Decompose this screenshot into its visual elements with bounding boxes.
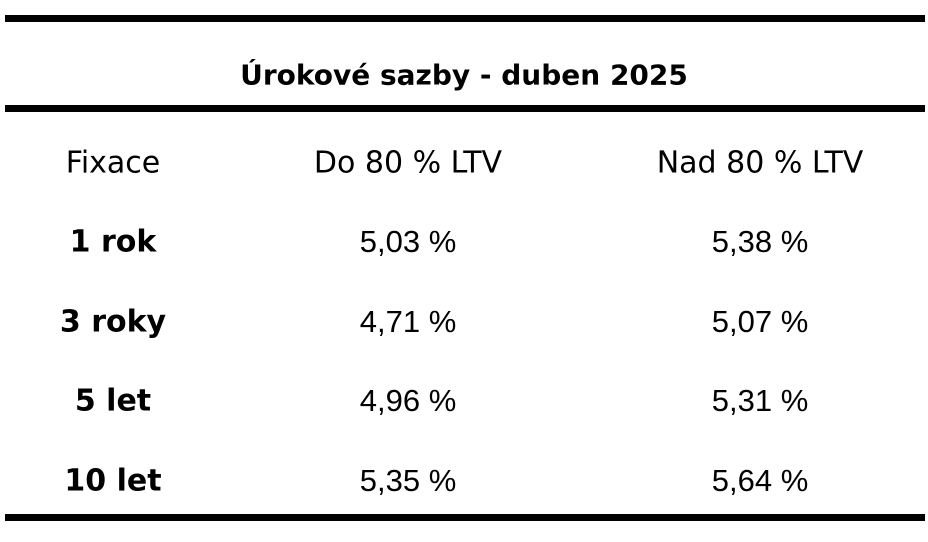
rate-cell: 5,07 % (711, 303, 809, 339)
bottom-rule (5, 514, 925, 521)
top-rule (5, 15, 925, 22)
column-header: Do 80 % LTV (313, 145, 503, 181)
row-label: 1 rok (69, 224, 157, 260)
rate-cell: 5,03 % (359, 224, 457, 259)
rate-cell: 5,64 % (711, 462, 809, 498)
rate-cell: 4,71 % (359, 303, 457, 339)
rate-cell: 5,35 % (359, 462, 457, 498)
rate-cell: 5,31 % (711, 383, 809, 418)
row-label: 5 let (74, 383, 152, 419)
row-label: 3 roky (59, 304, 167, 339)
row-label: 10 let (64, 463, 162, 498)
column-header: Nad 80 % LTV (656, 145, 864, 181)
rate-cell: 4,96 % (359, 383, 457, 418)
table-title: Úrokové sazby - duben 2025 (240, 58, 688, 92)
header-rule (5, 105, 925, 112)
rate-cell: 5,38 % (711, 224, 809, 259)
column-header: Fixace (65, 145, 161, 181)
